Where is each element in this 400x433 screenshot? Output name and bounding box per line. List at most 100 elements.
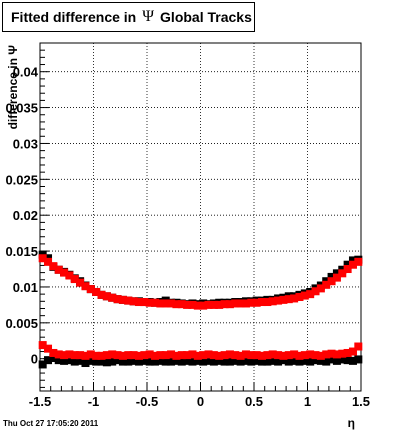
data-point <box>65 356 74 365</box>
data-point <box>113 356 122 365</box>
y-tick-label: 0.02 <box>13 208 38 223</box>
data-point <box>225 350 234 359</box>
data-point <box>236 351 245 360</box>
data-point <box>295 351 304 360</box>
data-point <box>231 351 240 360</box>
data-point <box>177 357 186 366</box>
data-point <box>311 356 320 365</box>
data-point <box>129 297 138 306</box>
data-point <box>220 351 229 360</box>
data-point <box>290 294 299 303</box>
data-point <box>156 356 165 365</box>
data-point <box>209 300 218 309</box>
data-point <box>193 301 202 310</box>
data-point <box>354 257 363 266</box>
data-point <box>86 350 95 359</box>
data-point <box>306 350 315 359</box>
data-point <box>199 301 208 310</box>
data-point <box>177 351 186 360</box>
data-point <box>60 268 69 277</box>
chart-title-prefix: Fitted difference in <box>11 9 137 25</box>
data-point <box>199 351 208 360</box>
data-point <box>81 282 90 291</box>
data-point <box>38 341 47 350</box>
data-point <box>44 356 53 365</box>
chart-title-suffix: Global Tracks <box>160 9 252 25</box>
data-point <box>183 356 192 365</box>
data-point <box>300 356 309 365</box>
data-point <box>215 356 224 365</box>
data-point <box>70 275 79 284</box>
data-point <box>241 356 250 365</box>
data-point <box>156 299 165 308</box>
data-point <box>49 353 58 362</box>
data-point <box>322 350 331 359</box>
data-point <box>322 357 331 366</box>
data-point <box>38 254 47 263</box>
data-point <box>263 357 272 366</box>
data-point <box>151 351 160 360</box>
data-point <box>118 295 127 304</box>
data-point <box>124 296 133 305</box>
data-point <box>183 351 192 360</box>
data-point <box>332 350 341 359</box>
data-point <box>300 291 309 300</box>
data-point <box>188 357 197 366</box>
data-point <box>354 342 363 351</box>
y-tick-label: 0 <box>31 352 38 367</box>
series-1 <box>38 254 363 360</box>
data-point <box>274 351 283 360</box>
data-point <box>311 287 320 296</box>
data-point <box>113 351 122 360</box>
data-point <box>343 348 352 357</box>
data-point <box>54 356 63 365</box>
y-tick-label: 0.005 <box>5 316 38 331</box>
data-point <box>54 350 63 359</box>
data-point <box>268 297 277 306</box>
data-point <box>129 351 138 360</box>
data-point <box>284 295 293 304</box>
y-axis-label: difference in Ψ <box>6 45 20 130</box>
data-point <box>81 351 90 360</box>
data-point <box>134 298 143 307</box>
data-point <box>279 295 288 304</box>
data-point <box>44 257 53 266</box>
data-point <box>231 299 240 308</box>
data-point <box>252 298 261 307</box>
data-point <box>268 356 277 365</box>
data-point <box>348 256 357 265</box>
data-point <box>316 356 325 365</box>
data-point <box>338 349 347 358</box>
data-point <box>70 357 79 366</box>
data-point <box>118 351 127 360</box>
data-point <box>102 351 111 360</box>
data-point <box>284 351 293 360</box>
data-point <box>215 300 224 309</box>
data-point <box>327 355 336 364</box>
data-point <box>268 350 277 359</box>
data-point <box>140 356 149 365</box>
data-point <box>252 351 261 360</box>
data-point <box>167 350 176 359</box>
data-point <box>54 265 63 274</box>
label-layer: -1.5 -1 -0.5 0 0.5 1 1.5 0 0.005 0.01 0.015 0.02 0.0… <box>5 45 370 430</box>
axis-layer <box>39 42 362 392</box>
data-point <box>49 348 58 357</box>
y-tick-label: 0.03 <box>13 136 38 151</box>
data-point <box>306 290 315 299</box>
y-tick-label: 0.035 <box>5 101 38 116</box>
data-point <box>172 300 181 309</box>
data-point <box>172 351 181 360</box>
x-tick-label: -1 <box>88 394 100 409</box>
data-point <box>316 284 325 293</box>
data-point <box>70 351 79 360</box>
data-point <box>86 356 95 365</box>
data-point <box>236 357 245 366</box>
data-point <box>295 357 304 366</box>
data-point <box>258 351 267 360</box>
data-point <box>134 357 143 366</box>
data-point <box>145 298 154 307</box>
data-point <box>343 265 352 274</box>
data-point <box>161 351 170 360</box>
data-point <box>220 300 229 309</box>
